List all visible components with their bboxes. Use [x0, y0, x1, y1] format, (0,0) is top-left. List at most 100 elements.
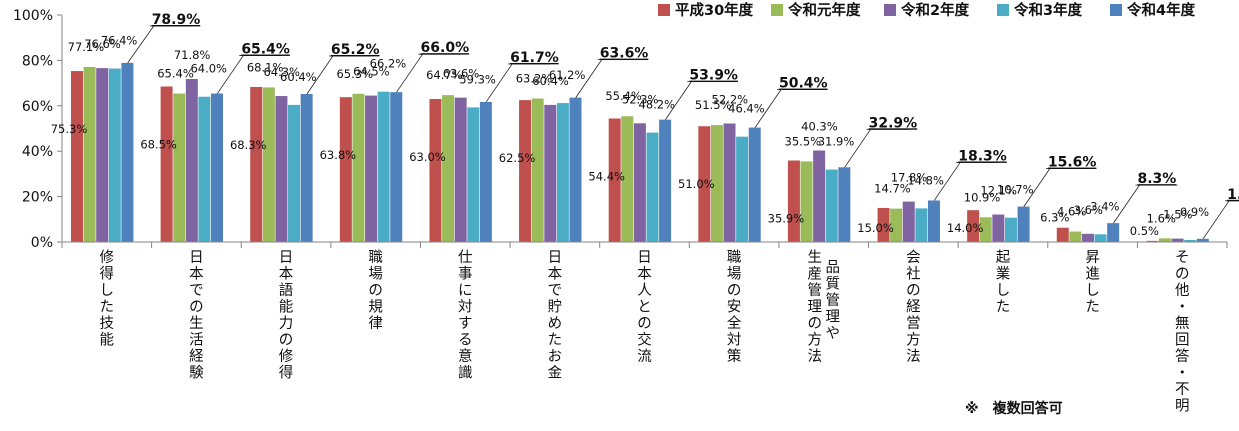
- bar-4: [1004, 217, 1017, 242]
- bar-2: [442, 95, 455, 242]
- legend-swatch: [658, 4, 670, 16]
- data-label: 55.4%: [605, 89, 642, 103]
- category-label: の: [279, 333, 294, 349]
- bar-3: [633, 123, 646, 242]
- data-label: 68.1%: [247, 60, 284, 74]
- leader-line: [216, 55, 244, 94]
- category-label: た: [100, 299, 115, 316]
- category-label: 日: [279, 250, 294, 266]
- category-label: の: [807, 316, 822, 332]
- data-label: 31.9%: [818, 135, 855, 149]
- bar-3: [1081, 233, 1094, 242]
- category-label: や: [825, 325, 840, 342]
- category-label: ・: [1175, 300, 1190, 316]
- legend-label: 平成30年度: [675, 1, 754, 19]
- bar-2: [262, 87, 275, 243]
- bar-2: [710, 125, 723, 242]
- category-label: で: [548, 283, 563, 299]
- bar-3: [365, 95, 378, 243]
- category-label: 職: [368, 249, 383, 266]
- category-label: お: [548, 348, 563, 365]
- data-label: 6.3%: [1040, 211, 1069, 225]
- category-label: 生: [807, 249, 822, 266]
- data-label: 14.0%: [947, 221, 984, 235]
- category-label: 昇: [1085, 250, 1100, 266]
- bar-4: [198, 96, 211, 242]
- category-label: た: [548, 332, 563, 349]
- data-label: 65.2%: [331, 42, 380, 58]
- category-label: 本: [279, 266, 294, 283]
- bar-1: [608, 118, 621, 242]
- category-label: 品: [825, 259, 840, 276]
- category-label: 語: [279, 282, 294, 299]
- category-label: 管: [807, 282, 822, 299]
- bar-2: [800, 161, 813, 242]
- category-label: 営: [906, 315, 921, 332]
- category-label: 生: [189, 315, 204, 332]
- leader-line: [933, 162, 961, 201]
- category-label: し: [996, 283, 1011, 299]
- data-label: 53.9%: [689, 68, 738, 84]
- legend-label: 令和2年度: [901, 1, 970, 19]
- category-label: の: [637, 316, 652, 332]
- data-label: 3.6%: [1074, 203, 1103, 217]
- data-label: 68.3%: [230, 138, 267, 152]
- bar-5: [390, 92, 403, 243]
- y-tick-label: 40%: [22, 144, 53, 160]
- data-label: 52.3%: [622, 92, 659, 106]
- bar-1: [71, 71, 83, 242]
- category-label: 修: [279, 348, 294, 365]
- data-label: 32.9%: [869, 115, 918, 131]
- bar-2: [352, 93, 365, 242]
- data-label: 76.6%: [84, 37, 121, 51]
- category-label: 理: [825, 310, 840, 326]
- bar-1: [1146, 240, 1159, 242]
- bar-4: [915, 208, 928, 242]
- data-label: 63.2%: [516, 72, 553, 86]
- bar-5: [479, 101, 492, 242]
- data-label: 14.7%: [874, 182, 911, 196]
- category-label: 得: [279, 365, 294, 382]
- data-label: 51.5%: [695, 98, 732, 112]
- data-label: 1.4%: [1227, 187, 1239, 203]
- leader-line: [396, 53, 423, 93]
- category-label: 事: [458, 266, 473, 283]
- category-label: の: [368, 283, 383, 299]
- data-label: 1.6%: [1147, 211, 1176, 225]
- data-label: 77.1%: [68, 40, 105, 54]
- data-label: 76.4%: [101, 34, 138, 48]
- legend-label: 令和4年度: [1127, 1, 1196, 19]
- category-label: で: [189, 283, 204, 299]
- category-label: 他: [1175, 282, 1190, 299]
- category-label: 交: [637, 331, 652, 349]
- category-label: 験: [189, 365, 204, 382]
- bar-1: [339, 97, 352, 242]
- bar-1: [967, 210, 980, 242]
- data-label: 61.7%: [510, 50, 559, 66]
- data-label: 35.5%: [785, 134, 822, 148]
- bar-4: [1094, 234, 1107, 242]
- bar-1: [250, 86, 263, 242]
- leader-line: [1023, 168, 1051, 207]
- data-label: 75.3%: [51, 122, 88, 136]
- category-label: 経: [189, 348, 204, 365]
- data-label: 3.4%: [1090, 199, 1119, 213]
- data-label: 62.5%: [499, 151, 536, 165]
- y-tick-label: 0%: [31, 235, 53, 251]
- bar-2: [979, 217, 992, 242]
- category-label: 対: [458, 299, 473, 316]
- data-label: 64.7%: [426, 68, 463, 82]
- bar-2: [621, 116, 634, 242]
- bar-2: [173, 93, 186, 243]
- bar-1: [877, 207, 890, 242]
- data-label: 66.0%: [421, 40, 470, 56]
- category-label: 日: [637, 250, 652, 266]
- data-label: 63.0%: [409, 150, 446, 164]
- category-label: と: [637, 300, 652, 316]
- bar-5: [1107, 223, 1120, 242]
- data-label: 66.2%: [370, 57, 407, 71]
- category-label: 策: [727, 348, 742, 365]
- data-label: 1.5%: [1163, 208, 1192, 222]
- bar-1: [787, 160, 800, 242]
